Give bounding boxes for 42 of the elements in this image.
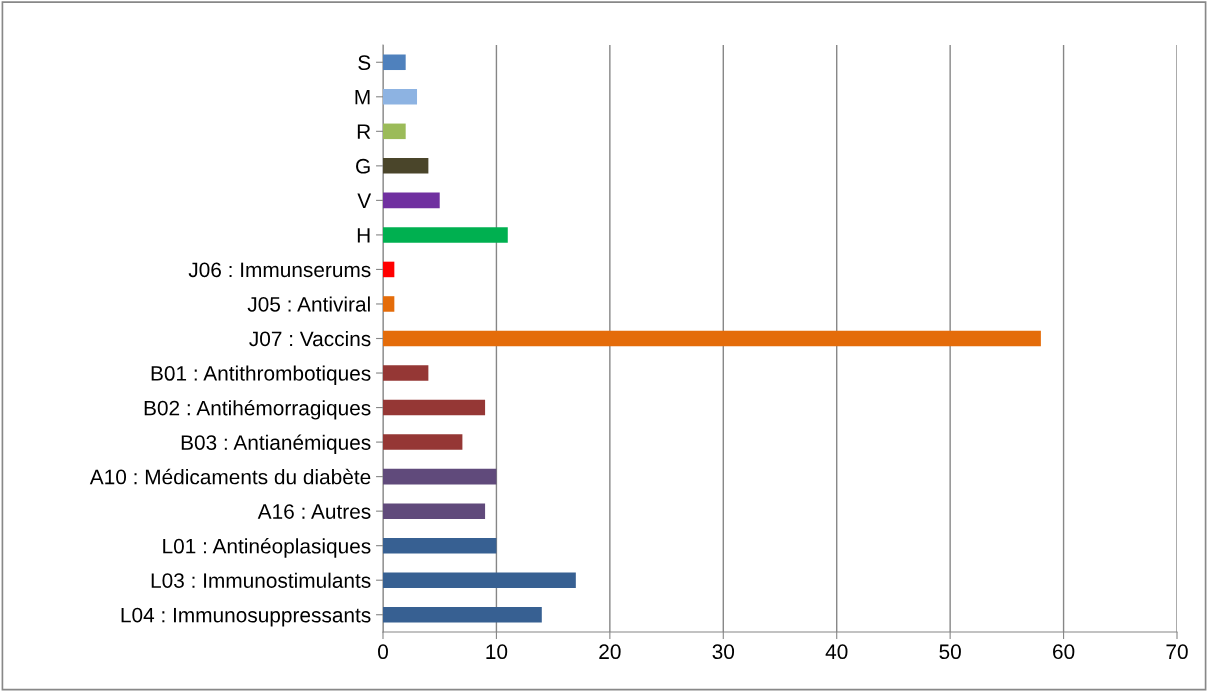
y-tick-label: S bbox=[358, 55, 371, 71]
bar bbox=[383, 606, 542, 623]
x-tick-label: 30 bbox=[712, 644, 735, 660]
y-tick-label: L04 : Immunosuppressants bbox=[121, 607, 371, 627]
bar bbox=[383, 261, 395, 278]
bar bbox=[383, 434, 463, 450]
y-tick-label: B02 : Antihémorragiques bbox=[144, 399, 371, 420]
bar bbox=[383, 123, 406, 140]
x-tick-label: 60 bbox=[1053, 644, 1075, 660]
y-tick-label: J05 : Antiviral bbox=[247, 296, 370, 312]
bar bbox=[383, 192, 440, 209]
y-tick-label: H bbox=[357, 228, 370, 243]
bar bbox=[383, 572, 576, 588]
y-tick-label: B03 : Antianémiques bbox=[181, 434, 371, 455]
y-tick-label: L03 : Immunostimulants bbox=[151, 572, 371, 588]
bar bbox=[383, 330, 1041, 347]
bar bbox=[383, 365, 429, 381]
y-tick-label: M bbox=[355, 90, 370, 105]
x-tick-label: 50 bbox=[939, 644, 961, 660]
y-tick-label: J06 : Immunserums bbox=[188, 262, 371, 278]
y-tick-label: L01 : Antinéoplasiques bbox=[163, 538, 371, 558]
y-tick-label: B01 : Antithrombotiques bbox=[151, 365, 371, 385]
bar bbox=[383, 227, 508, 243]
bar bbox=[383, 89, 418, 105]
bar bbox=[383, 468, 497, 485]
x-tick-label: 20 bbox=[599, 644, 621, 660]
y-tick-label: V bbox=[357, 193, 372, 208]
bar bbox=[383, 503, 486, 519]
y-tick-label: A16 : Autres bbox=[257, 504, 371, 519]
bar bbox=[383, 399, 486, 416]
y-tick-label: J07 : Vaccins bbox=[249, 330, 371, 347]
x-tick-label: 10 bbox=[486, 644, 508, 660]
x-tick-label: 0 bbox=[378, 644, 388, 660]
y-tick-label: G bbox=[356, 158, 370, 174]
bar bbox=[383, 296, 395, 312]
y-tick-label: A10 : Médicaments du diabète bbox=[89, 468, 371, 485]
bar bbox=[383, 54, 406, 71]
x-tick-label: 40 bbox=[825, 644, 848, 660]
x-tick-label: 70 bbox=[1166, 644, 1188, 660]
y-tick-label: R bbox=[357, 124, 371, 139]
bar bbox=[383, 158, 429, 174]
bar bbox=[383, 537, 497, 554]
